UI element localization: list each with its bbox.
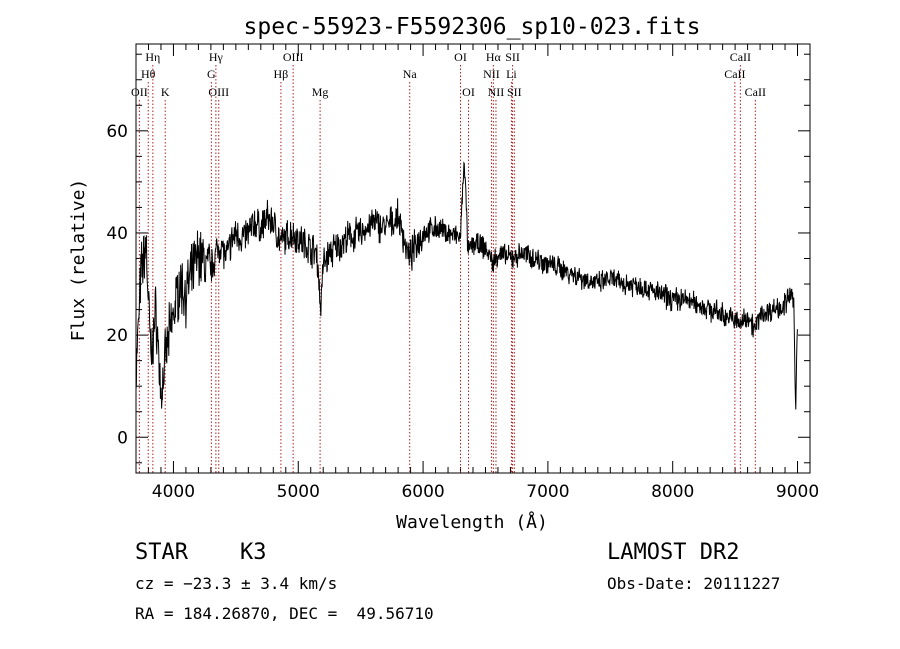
spectral-line-label: SII (505, 50, 520, 64)
spectral-line-label: OI (462, 85, 475, 99)
object-subclass: K3 (240, 540, 267, 565)
spectral-line-label: Hη (145, 50, 160, 64)
spectral-line-label: OII (131, 85, 148, 99)
object-class: STAR (135, 540, 188, 565)
spectral-line-label: Mg (312, 85, 329, 99)
spectral-line-label: G (207, 67, 216, 81)
redshift-cz: cz = −23.3 ± 3.4 km/s (135, 574, 338, 593)
spectral-line-label: CaII (730, 50, 751, 64)
spectrum-series (135, 161, 798, 410)
x-axis-label: Wavelength (Å) (396, 511, 548, 533)
spectral-line-label: Hβ (274, 67, 289, 81)
y-tick-label: 0 (117, 428, 128, 448)
spectral-line-label: OIII (283, 50, 304, 64)
chart-title: spec-55923-F5592306_sp10-023.fits (244, 14, 701, 40)
x-tick-label: 7000 (526, 482, 569, 502)
sky-coordinates: RA = 184.26870, DEC = 49.56710 (135, 604, 434, 623)
spectral-line-label: SII (507, 85, 522, 99)
x-tick-label: 4000 (152, 482, 195, 502)
spectral-line-label: CaII (724, 67, 745, 81)
spectral-line-label: Hγ (209, 50, 224, 64)
survey-name: LAMOST DR2 (607, 540, 740, 565)
x-tick-label: 5000 (277, 482, 320, 502)
spectral-line-label: NII (483, 67, 500, 81)
y-tick-label: 60 (106, 122, 128, 142)
spectral-line-label: Hθ (141, 67, 156, 81)
spectral-line-label: Hα (486, 50, 502, 64)
x-tick-label: 6000 (401, 482, 444, 502)
spectral-line-label: Li (506, 67, 517, 81)
y-tick-label: 20 (106, 326, 128, 346)
spectral-line-label: CaII (745, 85, 766, 99)
spectrum-line (135, 161, 798, 410)
y-axis-label: Flux (relative) (68, 179, 89, 342)
spectral-line-markers: OIIHθHηKHγGOIIIOIIIHβMgNaOIOIHαNIINIISII… (131, 50, 766, 473)
y-tick-label: 40 (106, 224, 128, 244)
spectral-line-label: NII (488, 85, 505, 99)
spectral-line-label: OI (454, 50, 467, 64)
plot-axes: 4000 5000 6000 7000 8000 9000 0 20 40 60 (106, 43, 819, 502)
spectral-line-label: Na (403, 67, 418, 81)
observation-date: Obs-Date: 20111227 (607, 574, 781, 593)
plot-frame (135, 43, 811, 474)
spectral-line-label: K (161, 85, 170, 99)
x-tick-label: 8000 (651, 482, 694, 502)
x-tick-label: 9000 (776, 482, 819, 502)
spectral-line-label: OIII (208, 85, 229, 99)
